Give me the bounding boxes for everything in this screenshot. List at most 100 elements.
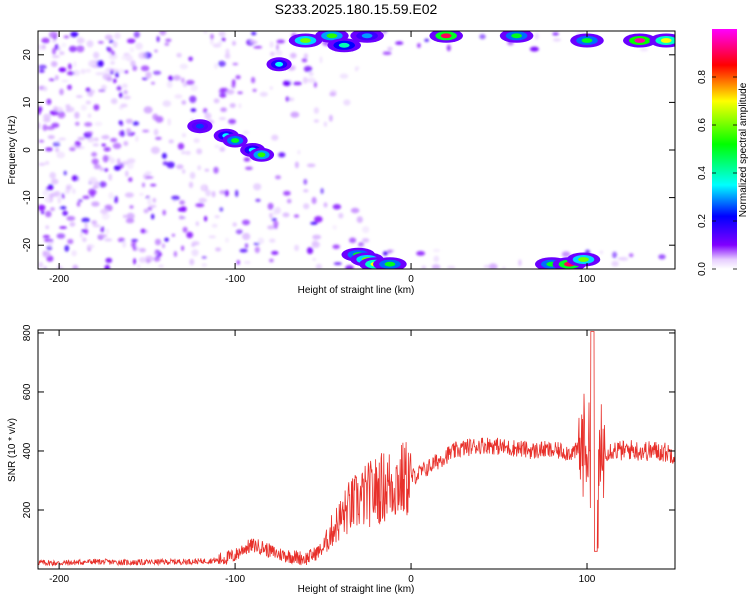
heatmap-feature xyxy=(511,33,522,39)
heatmap-x-tick-label: -100 xyxy=(225,274,245,285)
heatmap-feature xyxy=(384,261,396,267)
snr-y-tick-label: 600 xyxy=(22,383,33,400)
heatmap-y-tick-label: 10 xyxy=(22,96,33,108)
snr-x-tick-label: 0 xyxy=(408,574,414,585)
snr-y-tick-label: 200 xyxy=(22,501,33,518)
heatmap-feature xyxy=(634,38,646,43)
heatmap-texture xyxy=(38,31,666,269)
snr-data-point xyxy=(243,548,244,549)
snr-data-point xyxy=(358,501,359,502)
snr-data-point xyxy=(419,473,420,474)
heatmap-y-tick-label: 0 xyxy=(22,147,33,153)
heatmap-feature xyxy=(231,138,240,143)
snr-data-point xyxy=(323,548,324,549)
snr-y-label: SNR (10 * v/v) xyxy=(7,418,18,482)
snr-x-tick-label: -200 xyxy=(49,574,69,585)
snr-data-point xyxy=(305,558,306,559)
snr-data-point xyxy=(314,554,315,555)
heatmap-x-label: Height of straight line (km) xyxy=(298,285,415,296)
snr-data-point xyxy=(639,450,640,451)
heatmap-features xyxy=(187,31,675,269)
snr-data-point xyxy=(164,561,165,562)
snr-data-point xyxy=(94,561,95,562)
snr-frame xyxy=(37,329,676,570)
snr-data-point xyxy=(507,447,508,448)
heatmap-blobs xyxy=(38,31,675,269)
snr-series-group xyxy=(38,331,675,567)
colorbar-tick-label: 0.0 xyxy=(697,262,708,276)
snr-x-tick-label: -100 xyxy=(225,574,245,585)
heatmap-feature xyxy=(660,38,672,43)
snr-data-point xyxy=(402,480,403,481)
heatmap-x-tick-label: -200 xyxy=(49,274,69,285)
colorbar-label: Normalized spectral amplitude xyxy=(738,82,749,217)
snr-data-point xyxy=(472,446,473,447)
snr-x-ticks: -200 -100 0 100 xyxy=(49,330,596,585)
snr-data-point xyxy=(331,530,332,531)
snr-data-point xyxy=(666,452,667,453)
heatmap-feature xyxy=(440,33,452,39)
heatmap-feature xyxy=(257,152,266,158)
snr-data-point xyxy=(586,439,587,440)
snr-y-tick-label: 400 xyxy=(22,442,33,459)
snr-data-point xyxy=(393,483,394,484)
snr-data-point xyxy=(340,518,341,519)
snr-data-point xyxy=(437,461,438,462)
snr-data-point xyxy=(592,391,593,392)
snr-data-point xyxy=(270,551,271,552)
snr-data-point xyxy=(597,509,598,510)
snr-data-point xyxy=(648,450,649,451)
heatmap-x-ticks: -200 -100 0 100 xyxy=(49,31,596,285)
snr-data-point xyxy=(516,447,517,448)
figure-title: S233.2025.180.15.59.E02 xyxy=(275,1,438,17)
heatmap-feature xyxy=(326,33,338,39)
snr-data-point xyxy=(542,449,543,450)
colorbar: 0.0 0.2 0.4 0.6 0.8 Normalized spectral ampl… xyxy=(697,29,749,276)
heatmap-feature xyxy=(275,61,284,67)
snr-series-line xyxy=(38,331,675,567)
snr-data-point xyxy=(217,560,218,561)
snr-data-point xyxy=(498,446,499,447)
snr-data-point xyxy=(252,545,253,546)
snr-data-point xyxy=(367,495,368,496)
snr-data-point xyxy=(590,465,591,466)
colorbar-tick-label: 0.6 xyxy=(697,118,708,132)
heatmap-feature xyxy=(581,38,593,43)
snr-data-point xyxy=(375,490,376,491)
snr-data-point xyxy=(446,455,447,456)
colorbar-ticks: 0.0 0.2 0.4 0.6 0.8 xyxy=(697,70,737,276)
heatmap-y-tick-label: 20 xyxy=(22,49,33,61)
snr-data-point xyxy=(578,450,579,451)
colorbar-tick-label: 0.2 xyxy=(697,214,708,228)
snr-data-point xyxy=(613,449,614,450)
snr-data-point xyxy=(657,450,658,451)
snr-data-point xyxy=(235,555,236,556)
snr-data-point xyxy=(481,445,482,446)
snr-data-point xyxy=(410,477,411,478)
colorbar-gradient xyxy=(712,29,737,269)
snr-data-point xyxy=(490,445,491,446)
snr-y-tick-label: 800 xyxy=(22,324,33,341)
heatmap-feature xyxy=(195,123,204,129)
colorbar-tick-label: 0.4 xyxy=(697,166,708,180)
snr-x-label: Height of straight line (km) xyxy=(298,584,415,595)
snr-data-point xyxy=(454,450,455,451)
snr-data-point xyxy=(604,450,605,451)
heatmap-feature xyxy=(578,257,589,262)
snr-data-point xyxy=(551,450,552,451)
snr-data-point xyxy=(569,452,570,453)
snr-data-point xyxy=(279,554,280,555)
heatmap-y-label: Frequency (Hz) xyxy=(7,116,18,185)
heatmap-y-tick-label: -20 xyxy=(22,238,33,253)
snr-data-point xyxy=(463,447,464,448)
snr-data-point xyxy=(583,445,584,446)
snr-data-point xyxy=(428,467,429,468)
snr-data-point xyxy=(630,449,631,450)
snr-data-point xyxy=(296,557,297,558)
snr-data-point xyxy=(349,506,350,507)
snr-data-point xyxy=(384,486,385,487)
colorbar-tick-label: 0.8 xyxy=(697,70,708,84)
snr-data-point xyxy=(287,555,288,556)
